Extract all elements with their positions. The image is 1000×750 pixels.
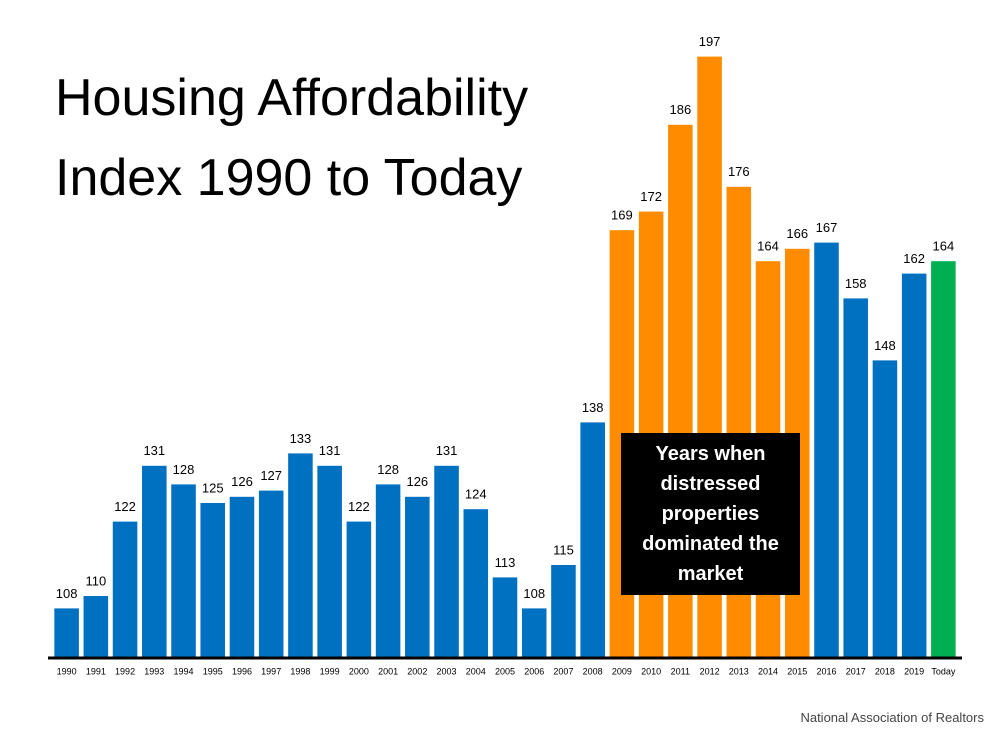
value-label: 186 [670,102,692,117]
bar [375,484,401,658]
x-tick-label: 1991 [86,666,106,676]
source: National Association of Realtors [800,710,984,725]
x-tick-label: 2007 [553,666,573,676]
x-tick-label: 2004 [466,666,486,676]
chart-title: Housing Affordability Index 1990 to Toda… [55,69,529,207]
bar [492,577,518,658]
bar [83,596,109,658]
value-label: 148 [874,338,896,353]
x-tick-label: 2016 [816,666,836,676]
x-tick-label: 2000 [349,666,369,676]
value-label: 166 [786,226,808,241]
value-label: 164 [757,239,779,254]
x-tick-label: 2017 [846,666,866,676]
bar [171,484,196,658]
x-tick-label: 2014 [758,666,778,676]
x-tick-label: 2011 [671,666,690,676]
x-tick-label: 2019 [904,666,924,676]
value-label: 122 [348,499,370,514]
x-tick-label: 2002 [407,666,427,676]
bar [551,565,576,658]
bar [317,465,342,658]
bar [112,521,138,658]
x-tick-label: 2010 [641,666,661,676]
value-label: 110 [85,573,106,588]
value-label: 176 [728,164,750,179]
value-label: 138 [582,400,604,415]
value-label: 113 [495,555,516,570]
bar [843,298,868,658]
value-label: 108 [56,586,78,601]
value-label: 127 [260,468,282,483]
value-label: 197 [699,34,721,49]
bar [901,273,927,658]
value-label: 128 [173,462,195,477]
bar [346,521,372,658]
value-label: 122 [114,499,136,514]
annotation: Years when distressed properties dominat… [621,433,800,595]
value-label: 131 [319,443,341,458]
value-label: 126 [406,474,428,489]
value-label: 115 [553,542,574,557]
value-label: 158 [845,276,867,291]
bar [229,496,255,658]
value-label: 133 [290,431,312,446]
bar [258,490,284,658]
bar [521,608,547,658]
x-tick-label: 1997 [261,666,281,676]
x-tick-label: 2003 [437,666,457,676]
value-label: 167 [816,220,838,235]
x-tick-label: 2001 [378,666,398,676]
bar [814,242,839,658]
bar [200,503,226,658]
value-label: 108 [523,586,545,601]
value-label: 131 [143,443,165,458]
value-label: 131 [436,443,458,458]
value-label: 128 [377,462,399,477]
x-tick-label: 2015 [787,666,807,676]
value-label: 172 [640,189,662,204]
value-label: 125 [202,480,224,495]
x-tick-label: 2005 [495,666,515,676]
x-tick-label: 1996 [232,666,252,676]
x-tick-label: 1993 [144,666,164,676]
bar [288,453,313,658]
x-tick-label: Today [931,666,956,676]
value-label: 164 [933,239,955,254]
bar [931,261,956,658]
x-tick-label: 1995 [203,666,223,676]
bar [142,465,167,658]
x-tick-label: 1990 [57,666,77,676]
bar [405,496,430,658]
x-tick-label: 2009 [612,666,632,676]
value-label: 124 [465,487,487,502]
x-tick-label: 1998 [290,666,310,676]
x-tick-label: 1994 [174,666,194,676]
bar [580,422,605,658]
x-tick-label: 1992 [115,666,135,676]
x-tick-label: 2006 [524,666,544,676]
bar [463,509,489,658]
x-tick-label: 2008 [583,666,603,676]
x-tick-label: 1999 [320,666,340,676]
bar [54,608,79,658]
bar [872,360,898,658]
value-label: 162 [903,251,925,266]
value-label: 169 [611,208,633,223]
x-tick-label: 2012 [700,666,720,676]
bar [434,465,459,658]
value-label: 126 [231,474,253,489]
x-tick-label: 2013 [729,666,749,676]
x-tick-label: 2018 [875,666,895,676]
